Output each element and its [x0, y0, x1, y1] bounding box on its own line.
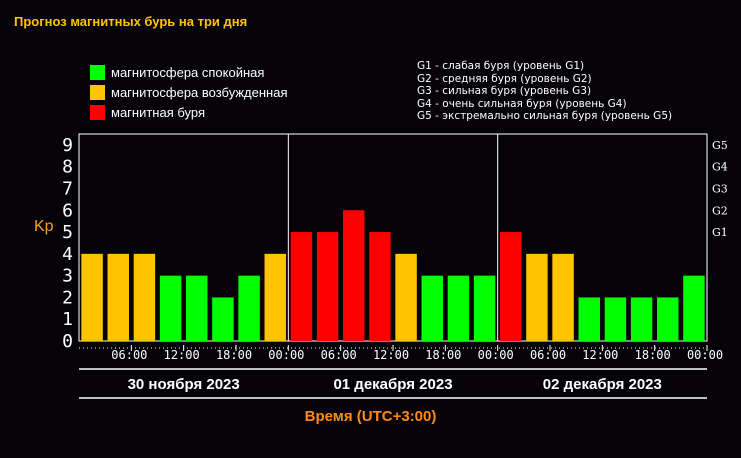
kp-bar — [133, 253, 156, 341]
kp-bar — [290, 232, 313, 341]
x-tick-label: 00:00 — [687, 348, 723, 362]
g-level-tick-label: G2 — [712, 204, 728, 217]
x-tick-label: 18:00 — [425, 348, 461, 362]
x-tick-label: 06:00 — [530, 348, 566, 362]
x-tick-label: 06:00 — [111, 348, 147, 362]
g-level-tick-label: G1 — [712, 226, 728, 239]
kp-bar — [316, 232, 339, 341]
kp-bar — [159, 275, 182, 341]
g-legend-line: G1 - слабая буря (уровень G1) — [417, 60, 585, 72]
g-legend-line: G3 - сильная буря (уровень G3) — [417, 85, 592, 97]
y-tick-label: 6 — [62, 200, 73, 221]
x-tick-label: 00:00 — [478, 348, 514, 362]
y-tick-label: 2 — [62, 287, 73, 308]
kp-bar — [630, 297, 653, 341]
kp-bar — [578, 297, 600, 341]
kp-bar — [369, 232, 391, 341]
legend-item-quiet: магнитосфера спокойная — [90, 62, 288, 82]
legend-label-quiet: магнитосфера спокойная — [111, 64, 265, 80]
g-level-tick-label: G4 — [712, 161, 728, 174]
kp-bar — [421, 275, 443, 341]
x-axis-title: Время (UTC+3:00) — [304, 408, 437, 425]
x-tick-label: 00:00 — [268, 348, 304, 362]
g-legend-line: G2 - средняя буря (уровень G2) — [417, 72, 592, 85]
x-tick-label: 06:00 — [321, 348, 357, 362]
y-tick-label: 5 — [62, 222, 73, 243]
kp-bar — [447, 275, 470, 341]
x-tick-label: 12:00 — [373, 348, 409, 362]
kp-bar — [552, 253, 574, 341]
plot-frame — [78, 133, 708, 342]
kp-bar — [473, 275, 496, 341]
x-tick-label: 18:00 — [635, 348, 671, 362]
page-title: Прогноз магнитных бурь на три дня — [14, 14, 248, 29]
kp-bar — [264, 253, 286, 341]
legend-swatch-storm — [90, 104, 105, 120]
y-tick-label: 7 — [62, 178, 73, 199]
g-legend-line: G5 - экстремально сильная буря (уровень … — [417, 110, 673, 122]
kp-bar — [395, 253, 417, 341]
x-tick-label: 18:00 — [216, 348, 252, 362]
legend-swatch-quiet — [90, 64, 105, 80]
legend-label-active: магнитосфера возбужденная — [111, 84, 288, 100]
kp-bar — [81, 253, 103, 341]
legend-item-storm: магнитная буря — [90, 102, 288, 122]
y-tick-label: 9 — [62, 135, 73, 156]
x-tick-label: 12:00 — [582, 348, 618, 362]
legend-swatch-active — [90, 84, 105, 100]
kp-bar — [683, 275, 705, 341]
y-tick-label: 3 — [62, 266, 73, 287]
g-level-tick-label: G3 — [712, 182, 728, 195]
kp-bar — [657, 297, 679, 341]
kp-bar — [526, 253, 548, 341]
y-tick-label: 1 — [62, 309, 73, 330]
kp-bar — [343, 210, 365, 341]
storm-level-legend: G1 - слабая буря (уровень G1) G2 - средн… — [417, 60, 672, 123]
y-axis-label: Kp — [34, 218, 54, 235]
x-tick-label: 12:00 — [164, 348, 200, 362]
kp-bar — [107, 253, 129, 341]
g-level-tick-label: G5 — [712, 139, 728, 152]
y-tick-label: 4 — [62, 244, 73, 265]
legend-item-active: магнитосфера возбужденная — [90, 82, 288, 102]
day-label: 30 ноября 2023 — [128, 376, 240, 393]
kp-bar — [186, 275, 208, 341]
kp-bar — [212, 297, 234, 341]
color-legend: магнитосфера спокойная магнитосфера возб… — [90, 62, 288, 122]
day-label: 01 декабря 2023 — [333, 376, 452, 393]
legend-label-storm: магнитная буря — [111, 104, 206, 120]
kp-bar — [500, 232, 522, 341]
day-label: 02 декабря 2023 — [543, 376, 662, 393]
kp-bar — [238, 275, 260, 341]
g-legend-line: G4 - очень сильная буря (уровень G4) — [417, 97, 627, 110]
kp-bar — [604, 297, 627, 341]
y-tick-label: 0 — [62, 331, 73, 352]
y-tick-label: 8 — [62, 157, 73, 178]
